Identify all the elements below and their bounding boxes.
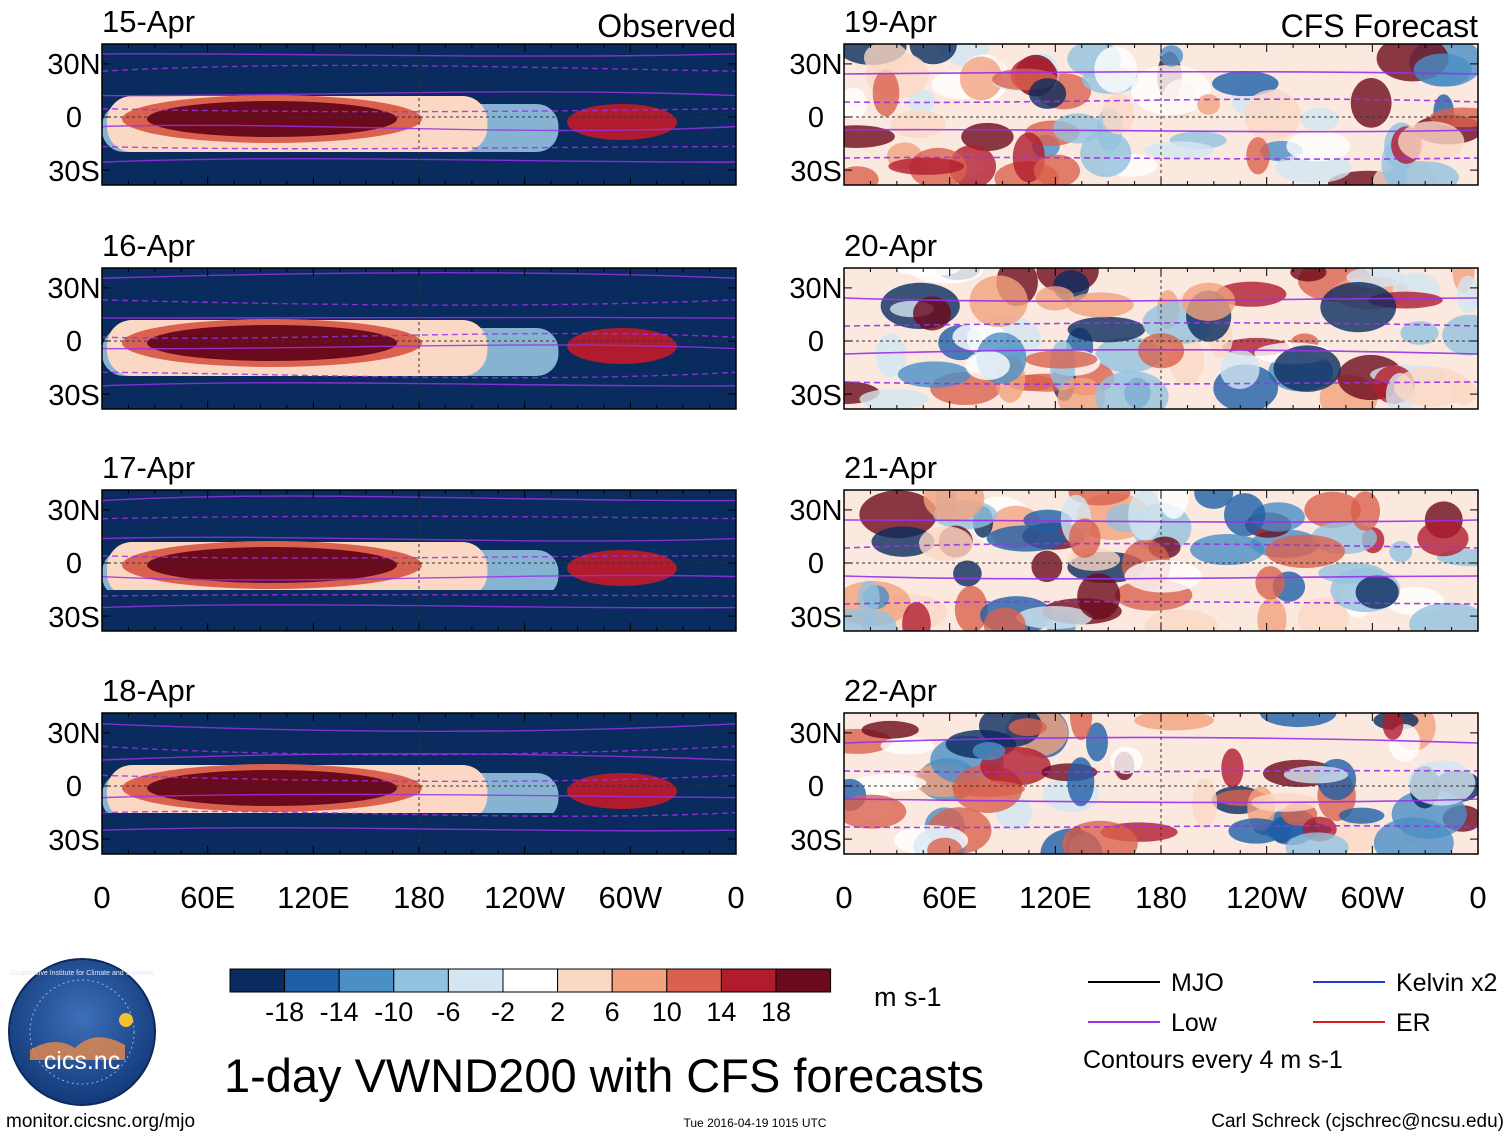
cics-logo: cics.nc Cooperative Institute for Climat…	[8, 958, 156, 1106]
author-label: Carl Schreck (cjschrec@ncsu.edu)	[1211, 1111, 1504, 1132]
y-tick-label: 0	[808, 326, 824, 358]
colorbar-label: -6	[436, 997, 460, 1027]
y-tick-label: 0	[808, 102, 824, 134]
panel-date-label: 21-Apr	[844, 450, 937, 485]
legend-label: Kelvin x2	[1396, 969, 1497, 997]
panel-date-label: 17-Apr	[102, 450, 195, 485]
y-tick-label: 30S	[48, 156, 100, 188]
y-tick-label: 30S	[790, 156, 842, 188]
y-tick-label: 30S	[48, 380, 100, 412]
colorbar-label: 2	[550, 997, 565, 1027]
colorbar-label: -18	[265, 997, 304, 1027]
legend-label: Low	[1171, 1009, 1218, 1037]
y-tick-label: 30N	[789, 718, 842, 750]
y-tick-label: 30N	[47, 718, 100, 750]
y-tick-label: 0	[66, 326, 82, 358]
colorbar: -18 -14 -10 -6 -2 2 6 10 14 18	[229, 968, 832, 1027]
y-tick-label: 30S	[48, 602, 100, 634]
colorbar-label: 14	[706, 997, 736, 1027]
y-tick-label: 30S	[790, 602, 842, 634]
colorbar-swatch	[338, 968, 395, 993]
y-tick-label: 30N	[789, 495, 842, 527]
figure-title: 1-day VWND200 with CFS forecasts	[224, 1049, 984, 1102]
y-tick-label: 30N	[47, 495, 100, 527]
colorbar-label: -2	[491, 997, 515, 1027]
panel-date-label: 22-Apr	[844, 673, 937, 708]
colorbar-label: -14	[320, 997, 359, 1027]
colorbar-swatch	[557, 968, 613, 993]
y-tick-label: 30S	[48, 825, 100, 857]
y-tick-label: 30N	[47, 49, 100, 81]
x-tick-label: 60E	[180, 880, 235, 915]
line-legend: MJO Kelvin x2 Low ER	[1088, 969, 1497, 1037]
x-tick-label: 0	[1469, 880, 1486, 915]
colorbar-label: 6	[605, 997, 620, 1027]
y-tick-label: 30S	[790, 380, 842, 412]
colorbar-swatch	[611, 968, 668, 993]
y-tick-label: 30S	[790, 825, 842, 857]
x-tick-label: 0	[835, 880, 852, 915]
x-tick-label: 120E	[1019, 880, 1091, 915]
panel-date-label: 20-Apr	[844, 228, 937, 263]
website-label: monitor.cicsnc.org/mjo	[6, 1111, 195, 1132]
logo-ring-text: Cooperative Institute for Climate and Sa…	[10, 970, 154, 977]
x-tick-label: 180	[1135, 880, 1187, 915]
colorbar-label: 10	[652, 997, 682, 1027]
units-label: m s-1	[874, 982, 942, 1012]
forecast-header: CFS Forecast	[1281, 8, 1478, 44]
y-tick-label: 0	[66, 102, 82, 134]
x-tick-label: 60W	[598, 880, 662, 915]
colorbar-swatch	[502, 968, 559, 993]
y-tick-label: 0	[66, 771, 82, 803]
colorbar-swatch	[393, 968, 449, 993]
y-tick-label: 30N	[789, 49, 842, 81]
y-tick-label: 30N	[47, 273, 100, 305]
x-tick-label: 120E	[277, 880, 349, 915]
observed-header: Observed	[597, 8, 736, 44]
colorbar-swatch	[775, 968, 832, 993]
x-tick-label: 60W	[1340, 880, 1404, 915]
colorbar-swatch	[720, 968, 777, 993]
panel-date-label: 16-Apr	[102, 228, 195, 263]
colorbar-label: 18	[761, 997, 791, 1027]
x-tick-label: 0	[727, 880, 744, 915]
panel-date-label: 19-Apr	[844, 4, 937, 39]
colorbar-swatch	[284, 968, 340, 993]
legend-label: ER	[1396, 1009, 1431, 1037]
panel-date-label: 15-Apr	[102, 4, 195, 39]
colorbar-swatch	[666, 968, 722, 993]
panel-date-label: 18-Apr	[102, 673, 195, 708]
y-tick-label: 0	[808, 548, 824, 580]
timestamp-label: Tue 2016-04-19 1015 UTC	[684, 1116, 827, 1130]
x-tick-label: 120W	[484, 880, 566, 915]
y-tick-label: 0	[808, 771, 824, 803]
colorbar-swatch	[229, 968, 286, 993]
legend-label: MJO	[1171, 969, 1224, 997]
panels-layer: 15-Apr30N030S16-Apr30N030S17-Apr30N030S1…	[47, 4, 1486, 915]
colorbar-swatch	[447, 968, 504, 993]
x-tick-label: 60E	[922, 880, 977, 915]
contour-note: Contours every 4 m s-1	[1083, 1046, 1343, 1074]
x-tick-label: 180	[393, 880, 445, 915]
logo-text: cics.nc	[44, 1047, 120, 1075]
y-tick-label: 30N	[789, 273, 842, 305]
colorbar-label: -10	[374, 997, 413, 1027]
y-tick-label: 0	[66, 548, 82, 580]
x-tick-label: 0	[93, 880, 110, 915]
x-tick-label: 120W	[1226, 880, 1308, 915]
